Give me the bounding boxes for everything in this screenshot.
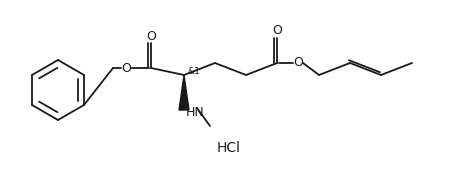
Text: O: O <box>121 61 131 75</box>
Text: O: O <box>146 30 156 43</box>
Text: &1: &1 <box>187 66 200 75</box>
Text: HCl: HCl <box>217 141 241 155</box>
Text: O: O <box>293 57 303 70</box>
Text: O: O <box>272 25 282 38</box>
Text: HN: HN <box>186 106 205 119</box>
Polygon shape <box>179 75 189 110</box>
